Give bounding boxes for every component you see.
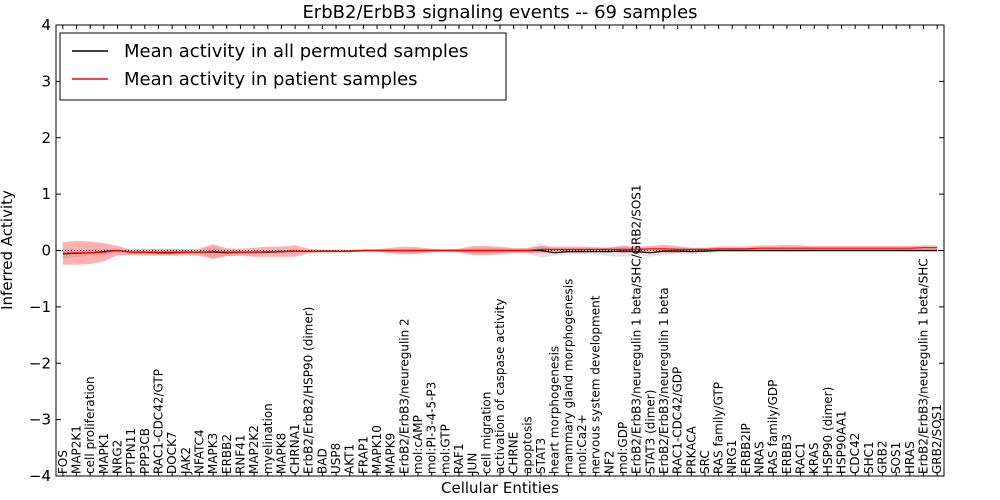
x-tick-label: HRAS: [903, 441, 917, 474]
y-axis-ticks: −4 −3 −2 −1 0 1 2 3 4: [29, 16, 944, 485]
x-tick-label: JAK2: [179, 447, 193, 475]
x-tick-label: FOS: [56, 450, 70, 474]
x-tick-label: ErbB2/ErbB3/neuregulin 1 beta/SHC/GRB2/S…: [630, 184, 644, 474]
x-tick-label: ERBB2IP: [739, 423, 753, 474]
plot-area-frame: [55, 24, 945, 477]
x-tick-label: ErbB2/ErbB3/neuregulin 1 beta/SHC: [917, 258, 931, 474]
x-tick-label: RAC1: [794, 442, 808, 474]
x-tick-label: MAPK3: [206, 433, 220, 474]
x-tick-label: SRC: [698, 450, 712, 474]
y-tick-label: 3: [41, 72, 51, 90]
x-tick-label: NRG2: [111, 440, 125, 474]
y-axis-label: Inferred Activity: [0, 190, 16, 310]
x-tick-label: MAPK8: [274, 433, 288, 474]
x-tick-label: FRAP1: [356, 436, 370, 474]
x-tick-label: HSP90 (dimer): [821, 387, 835, 474]
x-tick-label: mol:Ca2+: [575, 414, 589, 474]
band-patient: [62, 240, 938, 265]
x-tick-label: cell migration: [479, 392, 493, 474]
x-tick-label: RAS family/GDP: [766, 380, 780, 474]
x-tick-label: apoptosis: [520, 416, 534, 474]
x-tick-label: ErbB2/ErbB3/neuregulin 2: [397, 318, 411, 474]
x-tick-label: CHRNA1: [288, 423, 302, 474]
series-lines: [62, 247, 938, 255]
chart-title: ErbB2/ErbB3 signaling events -- 69 sampl…: [302, 2, 697, 23]
x-tick-label: MAPK1: [97, 433, 111, 474]
x-tick-label: RAS family/GTP: [712, 382, 726, 474]
x-tick-label: mol:GDP: [616, 422, 630, 474]
x-tick-label: ERBB3: [780, 434, 794, 474]
x-axis-label: Cellular Entities: [441, 479, 559, 497]
legend: Mean activity in all permuted samples Me…: [59, 32, 507, 101]
y-tick-label: −1: [29, 298, 51, 316]
x-tick-label: PTPN11: [124, 428, 138, 474]
x-tick-label: SHC1: [862, 441, 876, 474]
y-tick-label: −4: [29, 467, 51, 485]
x-tick-label: ERBB2: [220, 434, 234, 474]
series-line-patient: [62, 247, 938, 254]
x-tick-label: ErbB2/ErbB3/neuregulin 1 beta: [657, 287, 671, 474]
x-tick-label: CDC42: [848, 433, 862, 474]
x-tick-label: USP8: [329, 443, 343, 474]
x-tick-label: GRB2: [876, 440, 890, 474]
x-tick-label: MAP2K1: [70, 425, 84, 474]
y-tick-label: −3: [29, 411, 51, 429]
y-tick-label: 2: [41, 129, 51, 147]
y-tick-label: 1: [41, 185, 51, 203]
x-tick-label: RAC1-CDC42/GTP: [152, 369, 166, 474]
x-axis-ticks: FOS MAP2K1 cell proliferation MAPK1 NRG2 PTPN…: [56, 25, 944, 476]
x-tick-label: BAD: [315, 448, 329, 474]
x-tick-label: AKT1: [343, 444, 357, 474]
x-tick-label: MAPK9: [384, 433, 398, 474]
x-tick-label: DOCK7: [165, 431, 179, 474]
x-tick-label: heart morphogenesis: [548, 346, 562, 474]
x-tick-label: NFATC4: [192, 429, 206, 474]
x-tick-label: STAT3: [534, 438, 548, 474]
y-tick-label: 0: [41, 242, 51, 260]
x-tick-label: JUN: [466, 453, 480, 475]
x-tick-label: SOS1: [889, 442, 903, 474]
x-tick-label: mol:PI-3-4-5-P3: [425, 382, 439, 474]
x-tick-label: PPP3CB: [138, 428, 152, 474]
x-tick-label: RAF1: [452, 443, 466, 474]
legend-label-patient: Mean activity in patient samples: [124, 69, 418, 90]
x-tick-label: MAPK10: [370, 425, 384, 474]
legend-box: [59, 32, 507, 101]
x-tick-label: PRKACA: [684, 425, 698, 474]
y-tick-label: 4: [41, 16, 51, 34]
x-tick-label: CHRNE: [507, 432, 521, 474]
x-tick-label: NF2: [602, 450, 616, 474]
x-tick-label: HSP90AA1: [835, 410, 849, 474]
x-tick-label: mol:cAMP: [411, 415, 425, 474]
x-tick-label: GRB2/SOS1: [930, 404, 944, 474]
x-tick-label: myelination: [261, 403, 275, 474]
x-tick-label: ErbB2/ErbB2/HSP90 (dimer): [302, 307, 316, 474]
x-tick-label: activation of caspase activity: [493, 299, 507, 474]
y-tick-label: −2: [29, 354, 51, 372]
x-tick-label: NRAS: [753, 441, 767, 474]
x-tick-label: RAC1-CDC42/GDP: [671, 367, 685, 474]
x-tick-label: NRG1: [725, 440, 739, 474]
x-tick-label: RNF41: [233, 435, 247, 475]
x-tick-label: STAT3 (dimer): [643, 390, 657, 474]
x-tick-label: KRAS: [807, 442, 821, 474]
legend-label-permuted: Mean activity in all permuted samples: [124, 41, 468, 62]
x-tick-label: MAP2K2: [247, 425, 261, 474]
x-tick-label: cell proliferation: [83, 376, 97, 474]
x-tick-label: nervous system development: [589, 295, 603, 474]
x-tick-label: mol:GTP: [438, 424, 452, 474]
x-tick-label: mammary gland morphogenesis: [561, 279, 575, 474]
